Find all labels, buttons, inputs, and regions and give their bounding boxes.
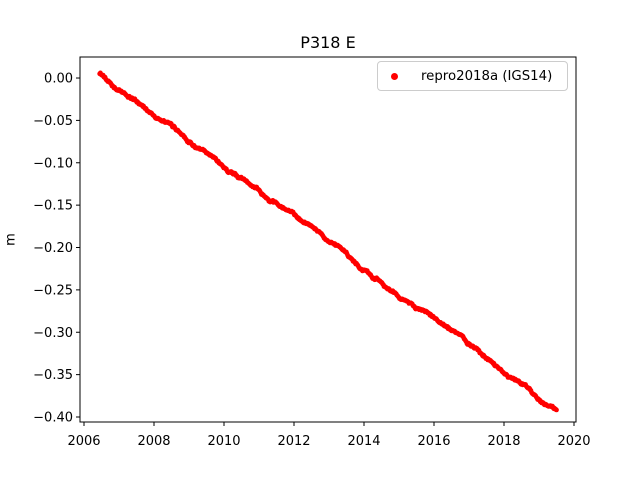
x-tick-label: 2008 <box>137 434 170 449</box>
chart-title: P318 E <box>300 33 356 52</box>
y-tick-label: −0.35 <box>33 368 73 383</box>
axes-spines <box>79 56 577 423</box>
scatter-series <box>97 70 559 413</box>
y-tick-label: −0.25 <box>33 283 73 298</box>
y-tick-label: −0.20 <box>33 241 73 256</box>
legend-marker-dot-icon <box>391 72 398 80</box>
x-tick-label: 2010 <box>207 434 240 449</box>
y-tick-label: 0.00 <box>44 72 73 87</box>
x-tick-label: 2012 <box>277 434 310 449</box>
axes-layer: 2006 2008 2010 2012 2014 2016 2018 2020 0.00 −0.0… <box>33 72 590 449</box>
x-tick-label: 2016 <box>417 434 450 449</box>
legend: repro2018a (IGS14) <box>377 61 568 91</box>
y-tick-label: −0.05 <box>33 114 73 129</box>
y-tick-label: −0.40 <box>33 411 73 426</box>
x-tick-label: 2006 <box>67 434 100 449</box>
x-tick-label: 2020 <box>557 434 590 449</box>
y-axis-label: m <box>3 233 19 246</box>
y-tick-label: −0.30 <box>33 326 73 341</box>
plot-frame <box>79 56 577 423</box>
x-tick-label: 2014 <box>347 434 380 449</box>
y-tick-label: −0.15 <box>33 199 73 214</box>
y-tick-label: −0.10 <box>33 156 73 171</box>
x-tick-label: 2018 <box>487 434 520 449</box>
legend-entry-label: repro2018a (IGS14) <box>421 68 553 84</box>
